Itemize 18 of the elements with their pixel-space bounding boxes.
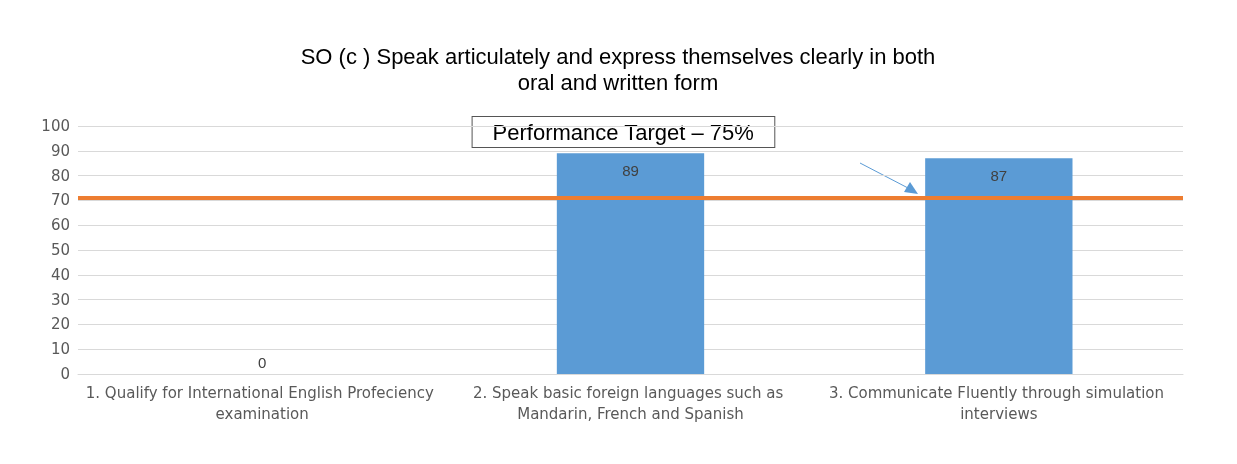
data-label: 0 — [257, 354, 267, 371]
data-label: 87 — [990, 167, 1008, 185]
y-tick-label: 100 — [41, 117, 70, 135]
y-tick-label: 20 — [50, 315, 70, 334]
y-tick-label: 90 — [50, 141, 70, 160]
y-tick-label: 30 — [50, 290, 70, 309]
x-tick-label: 2. Speak basic foreign languages such as Mandarin, French and Spanish — [472, 383, 789, 423]
y-tick-label: 80 — [50, 166, 70, 185]
y-tick-label: 60 — [50, 216, 70, 235]
y-tick-label: 70 — [50, 191, 70, 210]
data-label: 89 — [622, 162, 639, 180]
y-tick-label: 10 — [50, 340, 70, 359]
x-tick-label: 3. Communicate Fluently through simulation interviews — [828, 383, 1169, 423]
chart-title: SO (c ) Speak articulately and express themselves clearly in both oral and written form — [300, 43, 936, 95]
x-tick-label: 1. Qualify for International English Profeciency examination — [85, 383, 439, 423]
y-tick-label: 40 — [50, 265, 70, 284]
y-tick-label: 50 — [50, 241, 70, 259]
y-tick-label: 0 — [60, 365, 70, 383]
